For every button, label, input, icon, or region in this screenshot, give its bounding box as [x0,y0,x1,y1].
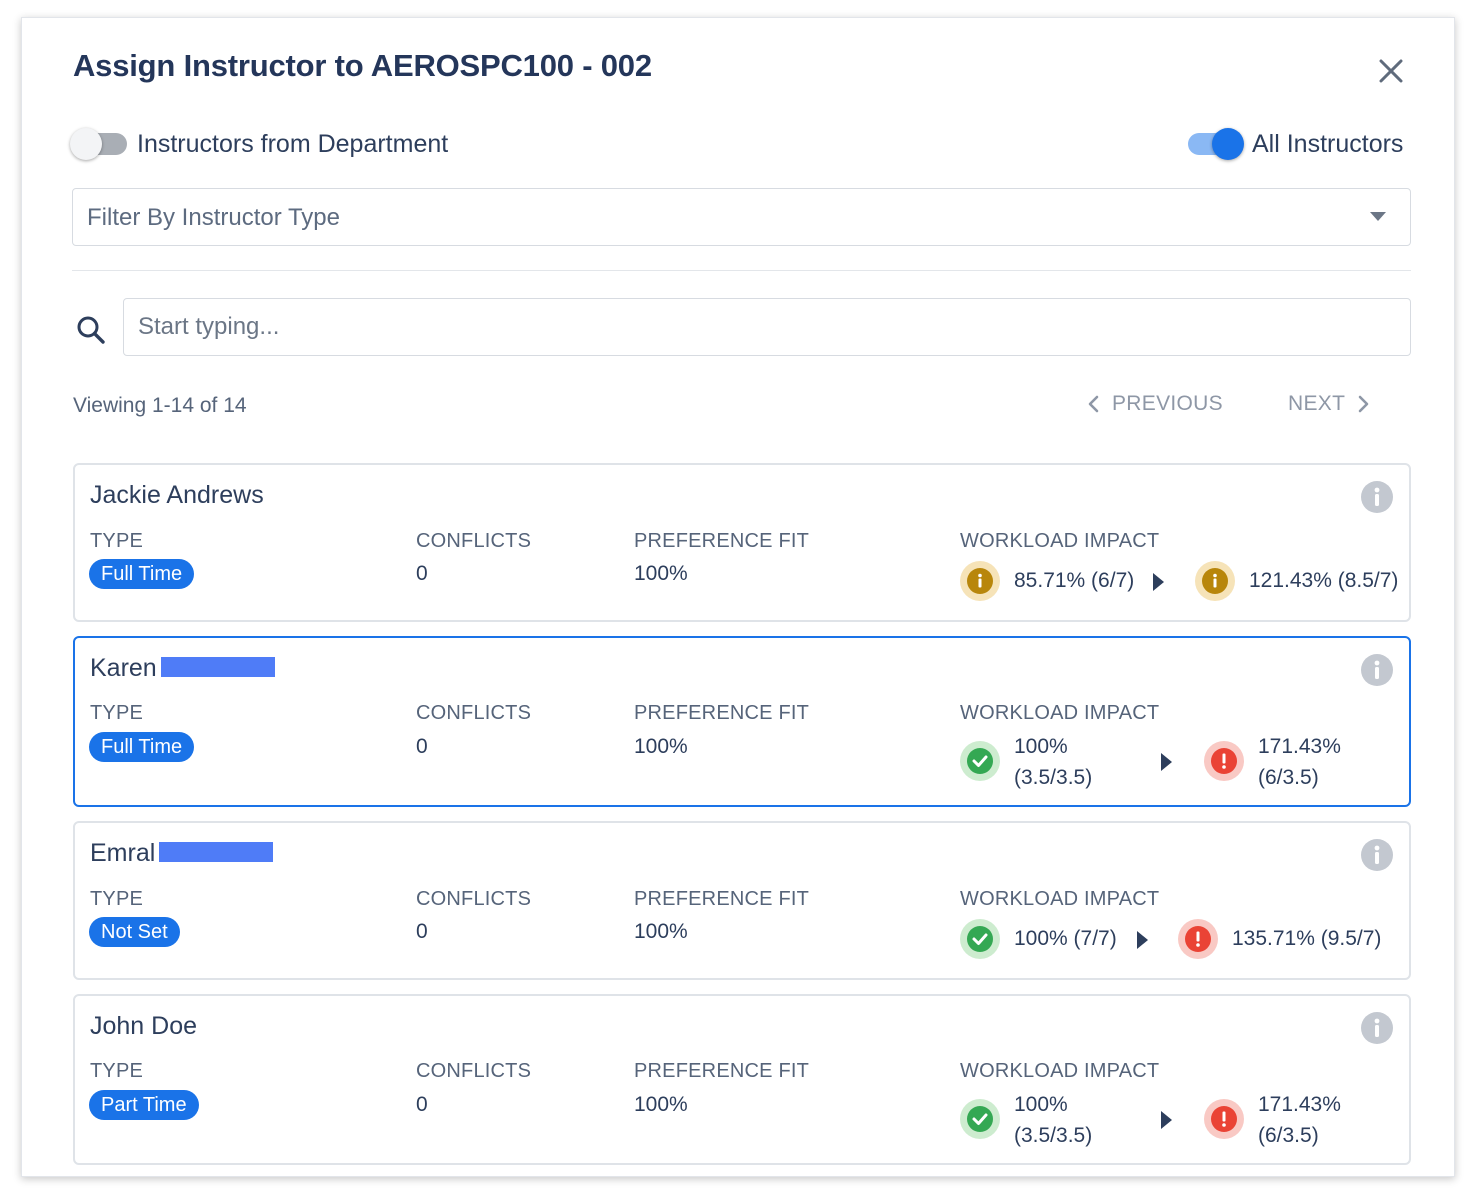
close-button[interactable] [1374,54,1408,88]
info-icon[interactable] [1361,481,1393,513]
instructor-card[interactable]: Emral TYPE Not Set CONFLICTS 0 PREFERENC… [73,821,1411,980]
conflicts-value: 0 [416,562,428,585]
info-icon[interactable] [1361,839,1393,871]
workload-after-line1: 171.43% [1258,735,1341,758]
viewing-count: Viewing 1-14 of 14 [73,394,247,417]
check-circle-icon [960,741,1000,781]
workload-after: 171.43% (6/3.5) [1258,1089,1341,1151]
error-circle-icon [1178,919,1218,959]
next-button[interactable]: NEXT [1288,392,1371,416]
instructor-name: John Doe [90,1012,198,1040]
arrow-right-icon [1161,753,1172,771]
previous-button[interactable]: PREVIOUS [1086,392,1223,416]
toggle-instructors-from-department[interactable]: Instructors from Department [70,127,449,161]
instructor-name: Karen [90,654,157,682]
workload-current: 85.71% (6/7) [1014,569,1135,592]
workload-after: 171.43% (6/3.5) [1258,731,1341,793]
workload-after: 121.43% (8.5/7) [1249,569,1399,592]
workload-impact-label: WORKLOAD IMPACT [960,888,1160,910]
workload-current: 100% (3.5/3.5) [1014,1089,1092,1151]
type-badge: Not Set [89,917,180,947]
type-badge: Full Time [89,732,195,762]
preference-fit-label: PREFERENCE FIT [634,530,810,552]
info-status-icon [960,561,1000,601]
toggle-track [1188,128,1244,160]
preference-fit-value: 100% [634,735,688,758]
chevron-right-icon [1358,395,1369,413]
conflicts-value: 0 [416,920,428,943]
info-status-icon [1195,561,1235,601]
assign-instructor-dialog: Assign Instructor to AEROSPC100 - 002 In… [21,17,1455,1177]
toggle-label-all: All Instructors [1252,129,1404,158]
conflicts-label: CONFLICTS [416,888,532,910]
workload-impact-label: WORKLOAD IMPACT [960,530,1160,552]
workload-after-line2: (6/3.5) [1258,1124,1319,1147]
filter-instructor-type-select[interactable]: Filter By Instructor Type [72,188,1411,246]
preference-fit-label: PREFERENCE FIT [634,702,810,724]
preference-fit-value: 100% [634,562,688,585]
instructor-name-row: Karen [90,654,275,683]
previous-label: PREVIOUS [1112,392,1223,415]
check-circle-icon [960,1099,1000,1139]
type-label: TYPE [90,888,144,910]
instructor-name: Emral [90,839,156,867]
conflicts-value: 0 [416,735,428,758]
instructor-name-row: Emral [90,839,274,868]
type-label: TYPE [90,1060,144,1082]
search-input[interactable] [123,298,1411,356]
dialog-title: Assign Instructor to AEROSPC100 - 002 [73,48,652,83]
instructor-card[interactable]: Karen TYPE Full Time CONFLICTS 0 PREFERE… [73,636,1411,807]
redaction-block [160,657,275,678]
workload-impact-label: WORKLOAD IMPACT [960,1060,1160,1082]
workload-impact-label: WORKLOAD IMPACT [960,702,1160,724]
conflicts-label: CONFLICTS [416,702,532,724]
preference-fit-label: PREFERENCE FIT [634,888,810,910]
error-circle-icon [1204,741,1244,781]
workload-after-line1: 171.43% [1258,1093,1341,1116]
arrow-right-icon [1153,573,1164,591]
preference-fit-value: 100% [634,920,688,943]
divider [72,270,1411,271]
workload-current-line1: 100% [1014,735,1068,758]
conflicts-label: CONFLICTS [416,530,532,552]
workload-after: 135.71% (9.5/7) [1232,927,1382,950]
workload-current: 100% (7/7) [1014,927,1117,950]
workload-current-line2: (3.5/3.5) [1014,1124,1093,1147]
toggle-all-instructors[interactable]: All Instructors [1188,127,1403,161]
arrow-right-icon [1137,931,1148,949]
next-label: NEXT [1288,392,1346,415]
preference-fit-value: 100% [634,1093,688,1116]
type-badge: Part Time [89,1090,199,1120]
conflicts-label: CONFLICTS [416,1060,532,1082]
toggle-track [70,128,127,160]
toggle-label-department: Instructors from Department [137,129,449,158]
preference-fit-label: PREFERENCE FIT [634,1060,810,1082]
caret-down-icon [1370,212,1386,221]
filter-placeholder: Filter By Instructor Type [87,204,340,231]
toggle-knob [1212,128,1244,160]
close-icon [1379,59,1403,83]
type-badge: Full Time [89,559,195,589]
conflicts-value: 0 [416,1093,428,1116]
instructor-name: Jackie Andrews [90,481,264,509]
redaction-block [159,842,274,863]
check-circle-icon [960,919,1000,959]
workload-after-line2: (6/3.5) [1258,766,1319,789]
search-icon [77,316,105,344]
workload-current-line2: (3.5/3.5) [1014,766,1093,789]
instructor-card[interactable]: Jackie Andrews TYPE Full Time CONFLICTS … [73,463,1411,622]
type-label: TYPE [90,530,144,552]
toggle-knob [70,128,102,160]
error-circle-icon [1204,1099,1244,1139]
info-icon[interactable] [1361,654,1393,686]
info-icon[interactable] [1361,1012,1393,1044]
workload-current: 100% (3.5/3.5) [1014,731,1092,793]
arrow-right-icon [1161,1111,1172,1129]
chevron-left-icon [1088,395,1099,413]
workload-current-line1: 100% [1014,1093,1068,1116]
type-label: TYPE [90,702,144,724]
instructor-card[interactable]: John Doe TYPE Part Time CONFLICTS 0 PREF… [73,994,1411,1165]
